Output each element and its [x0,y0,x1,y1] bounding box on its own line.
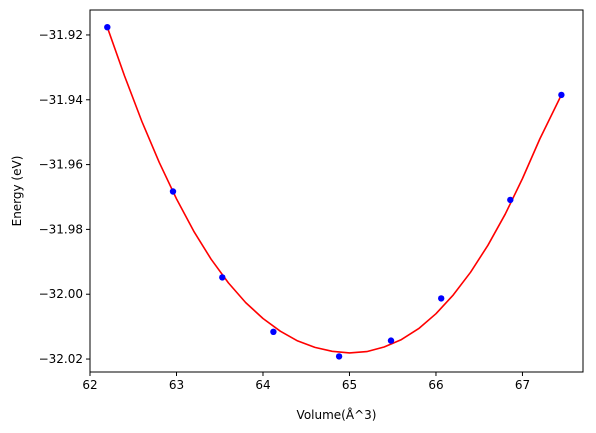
data-point [270,328,277,335]
axis-ticks: 62 63 64 65 66 67 −32.02 −32.00 −31.98 −31.96 −31.… [39,28,531,392]
fit-curve-line [106,26,563,354]
x-tick-label: 67 [515,378,530,392]
y-tick-label: −31.94 [39,93,83,107]
x-tick-label: 63 [169,378,184,392]
y-tick-label: −32.02 [39,352,83,366]
y-tick-label: −31.98 [39,222,83,236]
data-point [219,274,226,281]
plot-area [104,24,565,360]
y-tick-label: −31.96 [39,158,83,172]
data-point [507,196,514,204]
data-point [335,353,343,360]
x-tick-label: 65 [342,378,357,392]
x-tick-label: 62 [82,378,97,392]
data-point [104,24,111,31]
axes-frame [89,9,584,373]
y-tick-label: −32.00 [39,287,83,301]
x-tick-label: 64 [255,378,270,392]
x-tick-label: 66 [428,378,443,392]
data-point [438,295,445,302]
data-point [387,337,395,344]
x-axis-label: Volume(Å^3) [297,407,377,422]
y-tick-label: −31.92 [39,28,83,42]
y-axis-label: Energy (eV) [10,156,24,227]
data-point [558,91,565,99]
data-point [169,188,177,195]
